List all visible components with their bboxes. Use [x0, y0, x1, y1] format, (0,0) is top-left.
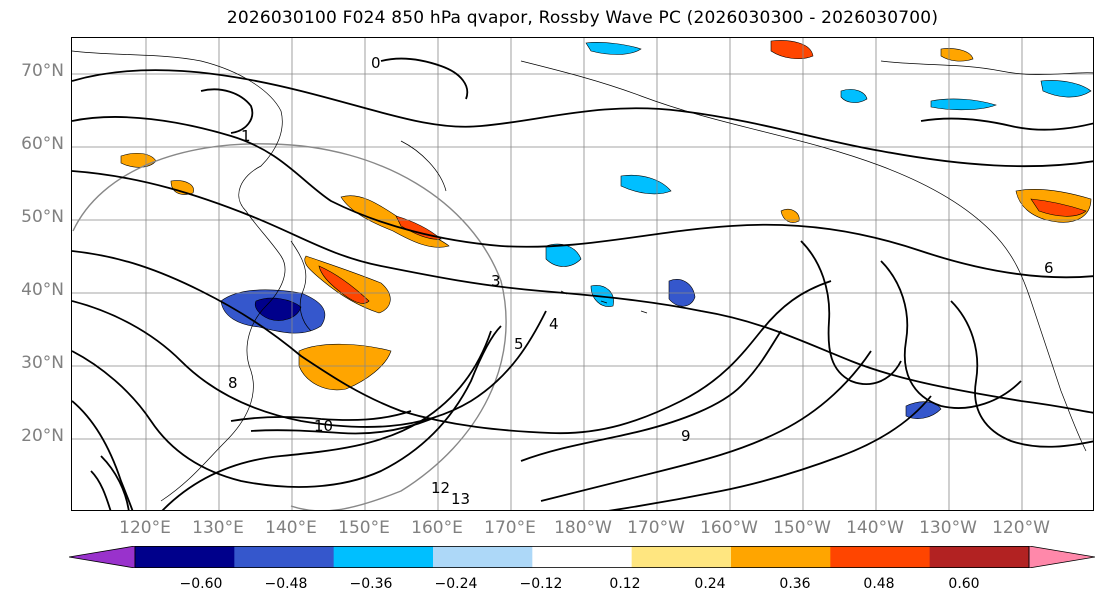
lon-label-160w: 160°W [700, 518, 758, 538]
contour-labels: 0 1 3 4 5 6 8 9 10 12 13 [228, 54, 1054, 508]
anomaly-fills [120, 40, 1092, 419]
lat-label-60n: 60°N [21, 134, 64, 154]
colorbar-tick-neg012: −0.12 [519, 576, 563, 592]
colorbar-tick-036: 0.36 [779, 576, 811, 592]
lon-label-120w: 120°W [992, 518, 1050, 538]
colorbar-tick-neg036: −0.36 [349, 576, 393, 592]
contour-label-10: 10 [314, 417, 333, 435]
map-canvas: 0 1 3 4 5 6 8 9 10 12 13 [72, 38, 1093, 510]
map-title: 2026030100 F024 850 hPa qvapor, Rossby W… [226, 8, 939, 28]
colorbar-cell [731, 546, 831, 568]
contour-label-13: 13 [451, 490, 470, 508]
colorbar-cell [333, 546, 434, 568]
contour-label-9: 9 [681, 427, 691, 445]
lon-label-130e: 130°E [192, 518, 244, 538]
contour-label-1: 1 [241, 127, 251, 145]
colorbar-tick-012: 0.12 [609, 576, 641, 592]
lon-label-170w: 170°W [627, 518, 685, 538]
contour-label-0: 0 [371, 54, 381, 72]
colorbar-tick-060: 0.60 [948, 576, 980, 592]
lon-label-150w: 150°W [773, 518, 831, 538]
colorbar-cells [135, 546, 1030, 568]
lat-label-20n: 20°N [21, 426, 64, 446]
lat-label-40n: 40°N [21, 280, 64, 300]
region-circle [72, 143, 507, 510]
contour-label-4: 4 [549, 315, 559, 333]
colorbar-cell [532, 546, 633, 568]
coastlines [72, 50, 1093, 502]
lon-label-140e: 140°E [265, 518, 317, 538]
colorbar-frame [134, 546, 1030, 568]
colorbar-tick-048: 0.48 [863, 576, 895, 592]
lon-label-150e: 150°E [338, 518, 390, 538]
colorbar-under-arrow [69, 546, 136, 568]
lat-label-50n: 50°N [21, 207, 64, 227]
contours [72, 57, 1093, 510]
colorbar-cell [830, 546, 931, 568]
contour-label-12: 12 [431, 479, 450, 497]
contour-label-5: 5 [514, 335, 524, 353]
colorbar-tick-024: 0.24 [694, 576, 726, 592]
lat-label-30n: 30°N [21, 353, 64, 373]
map-panel: 0 1 3 4 5 6 8 9 10 12 13 [71, 37, 1094, 511]
graticule [72, 38, 1093, 510]
lon-label-180w: 180°W [554, 518, 612, 538]
colorbar-over-arrow [1028, 546, 1095, 568]
lon-label-170e: 170°E [484, 518, 536, 538]
lon-label-120e: 120°E [119, 518, 171, 538]
contour-label-8: 8 [228, 374, 238, 392]
colorbar-tick-neg048: −0.48 [264, 576, 308, 592]
contour-label-3: 3 [491, 272, 501, 290]
colorbar-cell [929, 546, 1030, 568]
colorbar-tick-neg024: −0.24 [434, 576, 478, 592]
lat-label-70n: 70°N [21, 61, 64, 81]
colorbar-cell [135, 546, 235, 568]
colorbar [69, 546, 1095, 568]
lon-label-130w: 130°W [919, 518, 977, 538]
contour-label-6: 6 [1044, 259, 1054, 277]
lon-label-160e: 160°E [411, 518, 463, 538]
colorbar-tick-neg060: −0.60 [179, 576, 223, 592]
colorbar-cell [433, 546, 533, 568]
lon-label-140w: 140°W [846, 518, 904, 538]
colorbar-cell [631, 546, 732, 568]
colorbar-cell [234, 546, 335, 568]
